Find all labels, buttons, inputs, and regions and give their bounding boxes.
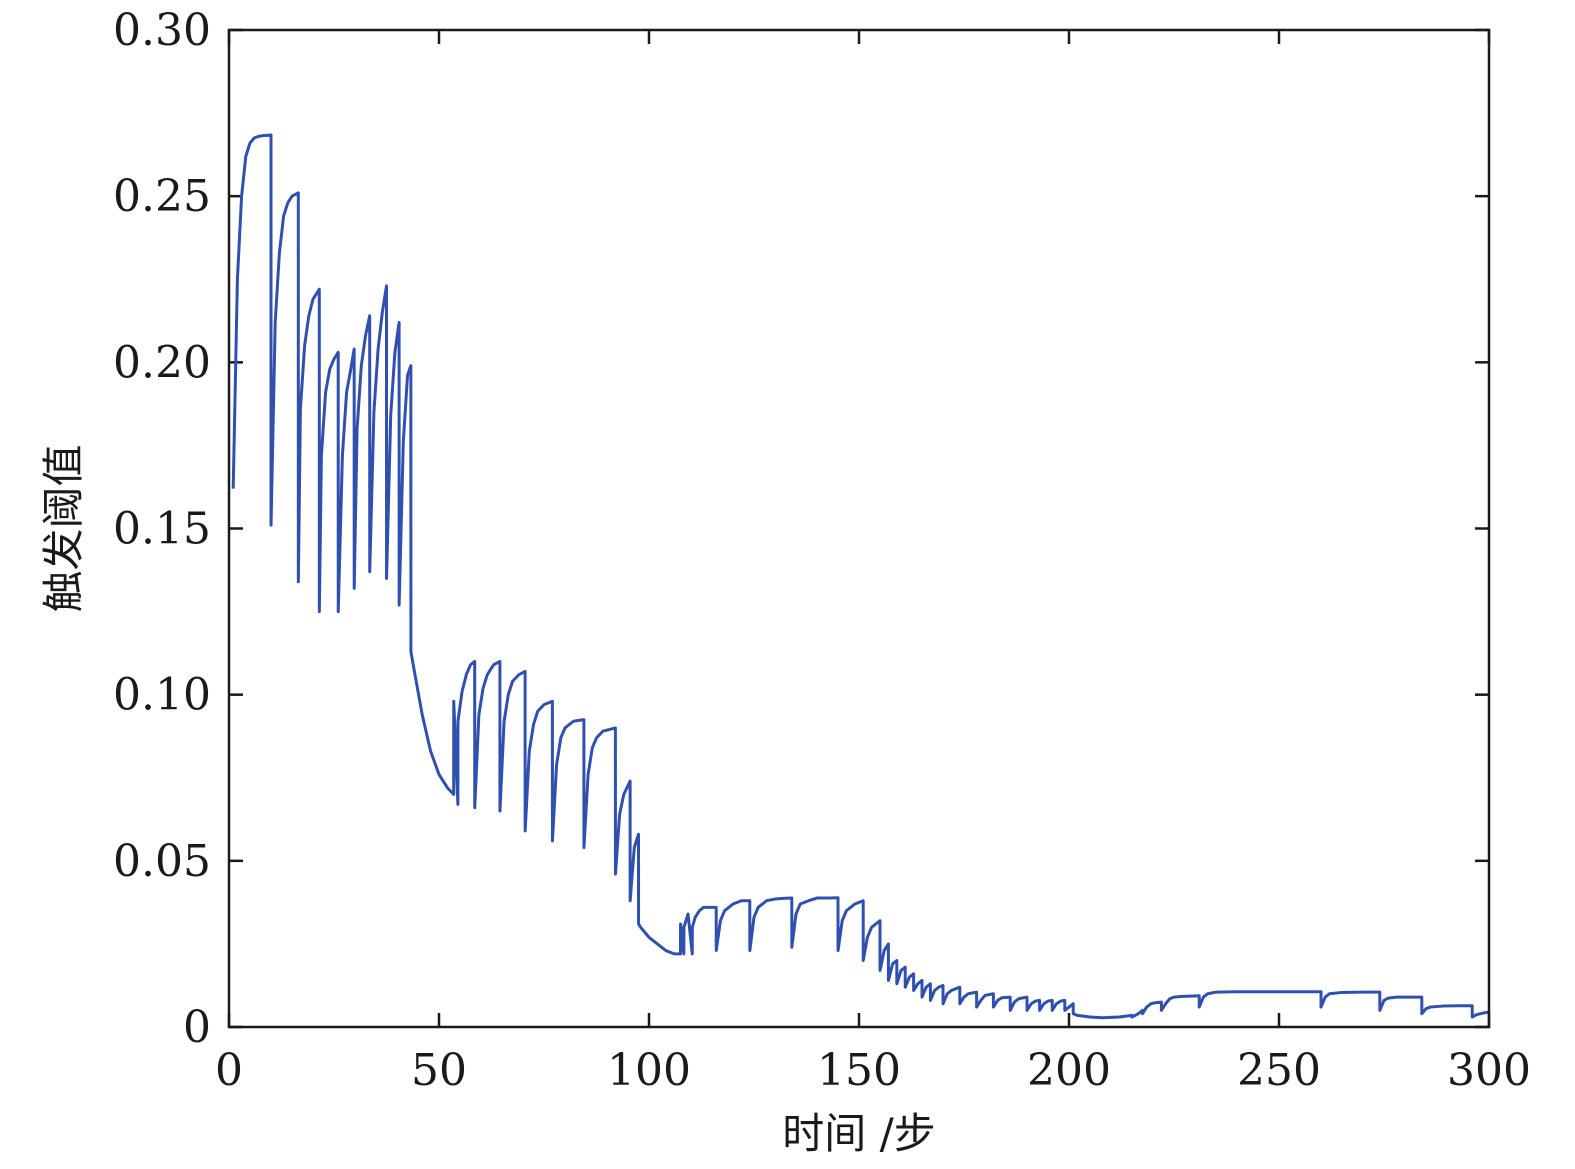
y-tick-label: 0.10 [113,670,211,721]
series-line [231,133,1490,1020]
x-tick-label: 100 [607,1045,691,1096]
x-axis-label: 时间 /步 [782,1109,936,1158]
y-tick-label: 0.20 [113,337,211,388]
x-tick-label: 250 [1237,1045,1321,1096]
plot-frame [227,28,1491,1029]
y-tick-label: 0 [183,1002,211,1053]
y-tick-label: 0.30 [113,5,211,56]
x-tick-label: 300 [1447,1045,1531,1096]
x-tick-label: 0 [215,1045,243,1096]
labels-layer: 0 50 100 150 200 250 300 0 0.05 0.10 0.15 0.20 0.25 0… [113,5,1531,1096]
y-axis-label: 触发阈值 [39,444,88,612]
series-layer [231,133,1490,1020]
y-tick-label: 0.05 [113,836,211,887]
y-tick-label: 0.15 [113,504,211,555]
x-tick-label: 150 [817,1045,901,1096]
x-tick-label: 200 [1027,1045,1111,1096]
y-tick-label: 0.25 [113,171,211,222]
x-tick-label: 50 [411,1045,467,1096]
